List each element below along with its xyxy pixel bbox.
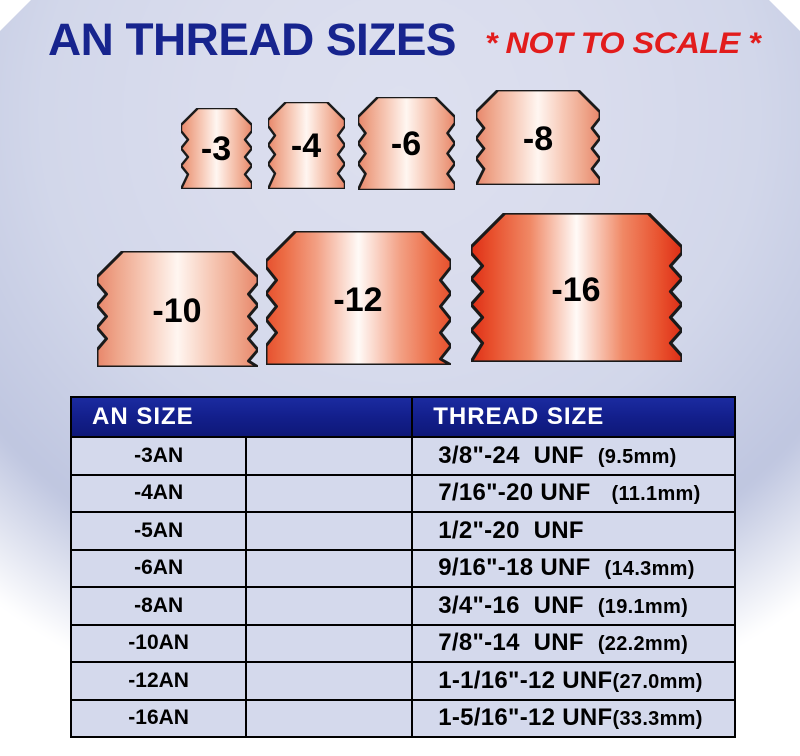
svg-text:-4: -4: [291, 127, 321, 165]
svg-text:-12: -12: [333, 281, 382, 319]
svg-text:-16: -16: [551, 271, 600, 309]
svg-text:-8: -8: [523, 120, 553, 158]
svg-text:-6: -6: [391, 125, 421, 163]
svg-text:-3: -3: [201, 130, 231, 168]
svg-text:-10: -10: [152, 292, 201, 330]
